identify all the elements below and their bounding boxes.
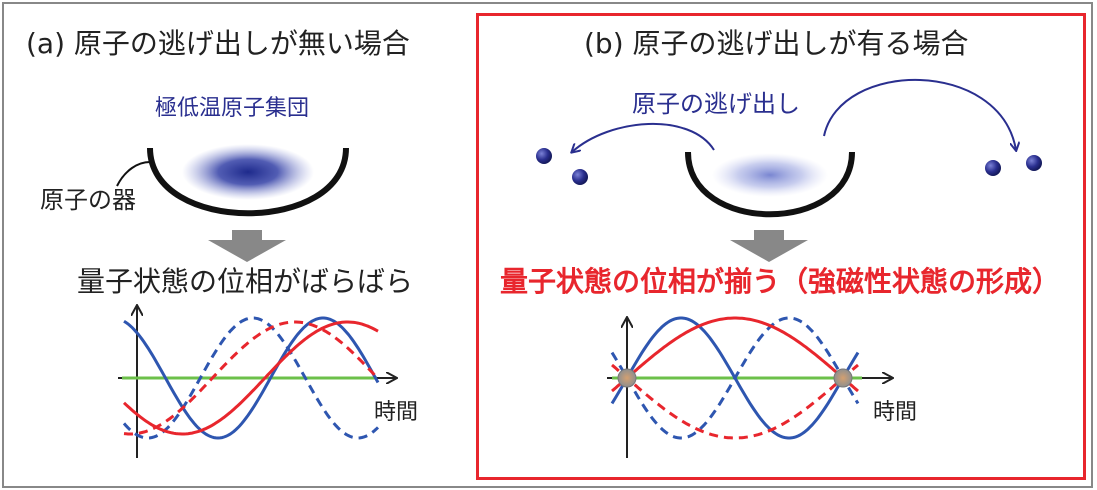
wave-blue-dashed-b	[610, 316, 860, 440]
wave-red-solid-b	[611, 316, 859, 393]
phase-random-label: 量子状態の位相がばらばら	[77, 265, 414, 298]
atom-escape-label: 原子の逃げ出し	[632, 90, 800, 118]
atom-vessel-a	[147, 147, 349, 217]
escaped-atom	[985, 160, 1001, 176]
down-arrow-b	[730, 230, 808, 262]
time-axis-label-b: 時間	[873, 400, 918, 425]
wave-red-dashed-a	[123, 320, 380, 436]
phase-plot-b	[607, 318, 892, 458]
atom-cloud-sparse	[712, 153, 828, 197]
escaped-atom	[572, 169, 588, 185]
atom-vessel-b	[685, 151, 855, 218]
escape-arrow-right	[823, 78, 1016, 150]
atom-cloud-label: 極低温原子集団	[155, 96, 310, 121]
wave-red-solid-a	[122, 320, 379, 436]
phase-plot-a	[118, 306, 396, 458]
phase-aligned-label: 量子状態の位相が揃う（強磁性状態の形成）	[500, 265, 1061, 298]
panel-a-title: (a) 原子の逃げ出しが無い場合	[26, 27, 410, 60]
atom-cloud-dense	[182, 144, 314, 200]
vessel-pointer-line	[116, 161, 151, 187]
escape-arrow-left	[572, 123, 715, 152]
atom-vessel-label: 原子の器	[40, 186, 136, 214]
panel-b-title: (b) 原子の逃げ出しが有る場合	[584, 27, 969, 60]
time-axis-label-a: 時間	[374, 400, 419, 425]
down-arrow-a	[208, 230, 286, 262]
escaped-atom	[1026, 155, 1042, 171]
escaped-atom	[536, 148, 552, 164]
wave-blue-dashed-a	[122, 316, 380, 440]
panel-b-highlight-frame	[476, 13, 1086, 480]
phase-node-left	[617, 368, 637, 388]
phase-node-right	[833, 368, 853, 388]
